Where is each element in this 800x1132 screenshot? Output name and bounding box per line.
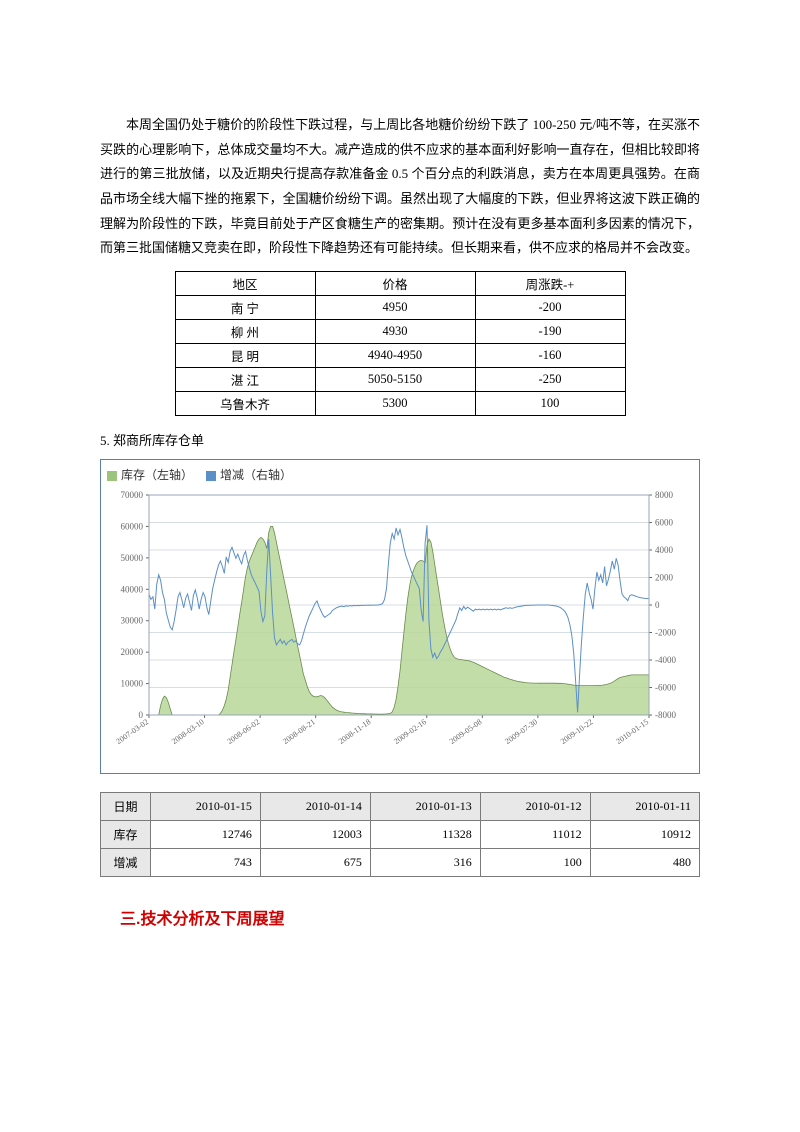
inv-cell: 480 bbox=[590, 849, 699, 877]
table-row: 昆 明4940-4950-160 bbox=[175, 344, 625, 368]
table-row: 乌鲁木齐5300100 bbox=[175, 392, 625, 416]
svg-text:70000: 70000 bbox=[121, 490, 144, 500]
price-cell: 5050-5150 bbox=[315, 368, 475, 392]
price-col-header: 价格 bbox=[315, 272, 475, 296]
svg-text:2009-07-30: 2009-07-30 bbox=[503, 717, 539, 746]
svg-text:6000: 6000 bbox=[655, 518, 674, 528]
price-cell: 100 bbox=[475, 392, 625, 416]
inv-cell: 11012 bbox=[480, 821, 590, 849]
subsection-heading: 5. 郑商所库存仓单 bbox=[100, 430, 700, 449]
inv-cell: 2010-01-14 bbox=[260, 793, 370, 821]
svg-text:-2000: -2000 bbox=[655, 628, 676, 638]
section-heading: 三.技术分析及下周展望 bbox=[120, 905, 700, 929]
legend-swatch bbox=[107, 471, 117, 481]
inv-cell: 12003 bbox=[260, 821, 370, 849]
svg-text:2008-06-02: 2008-06-02 bbox=[226, 717, 262, 746]
svg-text:2009-10-22: 2009-10-22 bbox=[559, 717, 595, 746]
svg-text:2010-01-15: 2010-01-15 bbox=[614, 717, 650, 746]
inv-cell: 12746 bbox=[151, 821, 261, 849]
table-row: 增减743675316100480 bbox=[101, 849, 700, 877]
price-cell: -190 bbox=[475, 320, 625, 344]
svg-text:-4000: -4000 bbox=[655, 655, 676, 665]
price-cell: -250 bbox=[475, 368, 625, 392]
inventory-table: 日期2010-01-152010-01-142010-01-132010-01-… bbox=[100, 792, 700, 877]
price-cell: 4950 bbox=[315, 296, 475, 320]
inv-cell: 10912 bbox=[590, 821, 699, 849]
price-cell: 昆 明 bbox=[175, 344, 315, 368]
inv-cell: 100 bbox=[480, 849, 590, 877]
legend-label: 增减（右轴） bbox=[220, 468, 292, 482]
inv-row-header: 日期 bbox=[101, 793, 151, 821]
price-cell: 乌鲁木齐 bbox=[175, 392, 315, 416]
inv-cell: 11328 bbox=[370, 821, 480, 849]
svg-text:30000: 30000 bbox=[121, 616, 144, 626]
price-cell: 4940-4950 bbox=[315, 344, 475, 368]
price-cell: 南 宁 bbox=[175, 296, 315, 320]
svg-text:4000: 4000 bbox=[655, 545, 674, 555]
price-col-header: 周涨跌-+ bbox=[475, 272, 625, 296]
inv-cell: 2010-01-15 bbox=[151, 793, 261, 821]
svg-text:2008-03-10: 2008-03-10 bbox=[170, 717, 206, 746]
svg-text:8000: 8000 bbox=[655, 490, 674, 500]
svg-text:20000: 20000 bbox=[121, 647, 144, 657]
inv-cell: 675 bbox=[260, 849, 370, 877]
svg-text:-6000: -6000 bbox=[655, 683, 676, 693]
table-row: 湛 江5050-5150-250 bbox=[175, 368, 625, 392]
svg-text:2007-03-02: 2007-03-02 bbox=[114, 717, 150, 746]
price-col-header: 地区 bbox=[175, 272, 315, 296]
svg-text:60000: 60000 bbox=[121, 522, 144, 532]
inv-row-header: 库存 bbox=[101, 821, 151, 849]
body-paragraph: 本周全国仍处于糖价的阶段性下跌过程，与上周比各地糖价纷纷下跌了 100-250 … bbox=[100, 113, 700, 261]
svg-text:-8000: -8000 bbox=[655, 710, 676, 720]
svg-text:2009-02-16: 2009-02-16 bbox=[392, 717, 428, 746]
inv-row-header: 增减 bbox=[101, 849, 151, 877]
table-row: 库存1274612003113281101210912 bbox=[101, 821, 700, 849]
legend-label: 库存（左轴） bbox=[121, 468, 196, 482]
inv-cell: 2010-01-12 bbox=[480, 793, 590, 821]
svg-text:10000: 10000 bbox=[121, 679, 144, 689]
chart-legend: 库存（左轴） 增减（右轴） bbox=[107, 466, 693, 483]
legend-swatch bbox=[206, 471, 216, 481]
svg-text:0: 0 bbox=[655, 600, 660, 610]
inv-cell: 2010-01-11 bbox=[590, 793, 699, 821]
inv-cell: 316 bbox=[370, 849, 480, 877]
table-row: 柳 州4930-190 bbox=[175, 320, 625, 344]
svg-text:2000: 2000 bbox=[655, 573, 674, 583]
svg-text:40000: 40000 bbox=[121, 584, 144, 594]
price-cell: -200 bbox=[475, 296, 625, 320]
svg-text:50000: 50000 bbox=[121, 553, 144, 563]
inventory-chart: 库存（左轴） 增减（右轴） 0 10000 20000 30000 40000 50000… bbox=[100, 459, 700, 774]
table-row: 南 宁4950-200 bbox=[175, 296, 625, 320]
price-cell: 湛 江 bbox=[175, 368, 315, 392]
inv-cell: 743 bbox=[151, 849, 261, 877]
price-cell: 4930 bbox=[315, 320, 475, 344]
price-cell: 5300 bbox=[315, 392, 475, 416]
price-table: 地区价格周涨跌-+ 南 宁4950-200柳 州4930-190昆 明4940-… bbox=[175, 271, 626, 416]
svg-text:2008-11-18: 2008-11-18 bbox=[337, 717, 372, 746]
svg-text:2009-05-08: 2009-05-08 bbox=[448, 717, 484, 746]
svg-text:2008-08-21: 2008-08-21 bbox=[281, 717, 317, 746]
table-row: 日期2010-01-152010-01-142010-01-132010-01-… bbox=[101, 793, 700, 821]
price-cell: 柳 州 bbox=[175, 320, 315, 344]
price-cell: -160 bbox=[475, 344, 625, 368]
inv-cell: 2010-01-13 bbox=[370, 793, 480, 821]
